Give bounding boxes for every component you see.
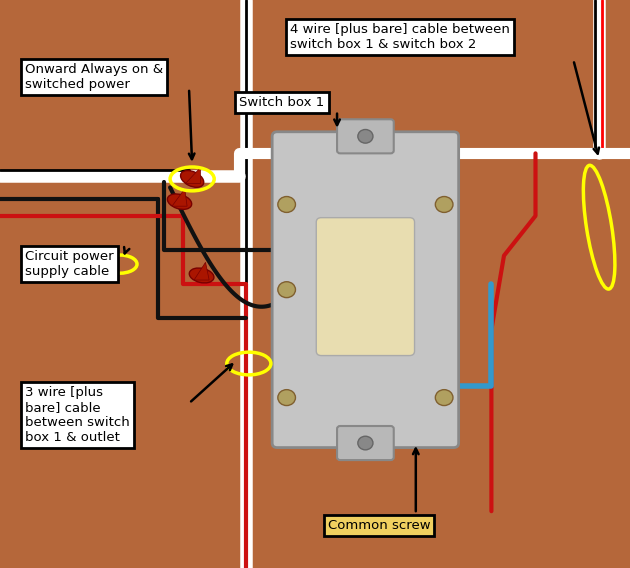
Ellipse shape <box>189 268 214 283</box>
Circle shape <box>435 390 453 406</box>
Circle shape <box>358 130 373 143</box>
Circle shape <box>278 390 295 406</box>
Circle shape <box>278 197 295 212</box>
Circle shape <box>358 436 373 450</box>
Text: Circuit power
supply cable: Circuit power supply cable <box>25 250 114 278</box>
Circle shape <box>278 282 295 298</box>
Text: 3 wire [plus
bare] cable
between switch
box 1 & outlet: 3 wire [plus bare] cable between switch … <box>25 386 130 444</box>
Polygon shape <box>194 262 209 280</box>
FancyBboxPatch shape <box>272 132 459 448</box>
FancyBboxPatch shape <box>316 218 415 356</box>
Ellipse shape <box>168 194 192 210</box>
Text: Switch box 1: Switch box 1 <box>239 96 324 108</box>
Polygon shape <box>172 189 187 206</box>
Circle shape <box>435 197 453 212</box>
FancyBboxPatch shape <box>337 426 394 460</box>
Text: Onward Always on &
switched power: Onward Always on & switched power <box>25 62 163 91</box>
Polygon shape <box>185 167 200 183</box>
Ellipse shape <box>181 170 203 187</box>
Text: 4 wire [plus bare] cable between
switch box 1 & switch box 2: 4 wire [plus bare] cable between switch … <box>290 23 510 51</box>
FancyBboxPatch shape <box>337 119 394 153</box>
Text: Common screw: Common screw <box>328 519 430 532</box>
